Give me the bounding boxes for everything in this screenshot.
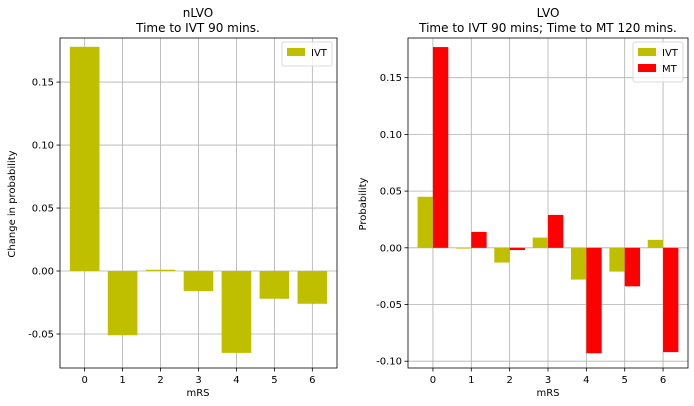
- legend: IVT: [281, 41, 333, 67]
- y-tick-label: 0.00: [32, 267, 54, 278]
- bar-mt-0: [432, 47, 449, 248]
- legend-label-ivt: IVT: [311, 48, 328, 59]
- legend-swatch-mt: [638, 64, 656, 72]
- x-axis-label: mRS: [186, 388, 209, 399]
- y-tick-labels: -0.10 -0.05 0.00 0.05 0.10 0.15: [376, 73, 408, 368]
- bar-mt-5: [624, 247, 641, 287]
- grid-lines: [60, 38, 337, 368]
- legend-label-mt: MT: [662, 64, 678, 75]
- legend-swatch-ivt: [638, 48, 656, 56]
- y-tick-label: 0.00: [380, 243, 402, 254]
- x-tick-label: 0: [430, 375, 436, 386]
- x-tick-label: 6: [309, 375, 315, 386]
- legend-label-ivt: IVT: [662, 48, 679, 59]
- legend-swatch-ivt: [287, 48, 305, 56]
- y-tick-label: 0.15: [380, 73, 402, 84]
- y-tick-labels: -0.05 0.00 0.05 0.10 0.15: [28, 78, 60, 340]
- x-tick-label: 0: [81, 375, 87, 386]
- x-tick-labels: 0 1 2 3 4 5 6: [430, 368, 666, 386]
- bar-ivt-1: [107, 271, 138, 336]
- chart-title: nLVO: [183, 6, 213, 20]
- x-tick-label: 1: [468, 375, 474, 386]
- bar-mt-2: [509, 247, 525, 251]
- bar-ivt-6: [297, 271, 328, 304]
- bars: [69, 46, 328, 353]
- y-axis-label: Change in probability: [7, 150, 18, 257]
- x-tick-label: 5: [622, 375, 628, 386]
- bar-ivt-3: [532, 237, 548, 248]
- y-tick-label: 0.10: [32, 141, 54, 152]
- x-tick-label: 2: [506, 375, 512, 386]
- chart-title: LVO: [537, 6, 560, 20]
- bar-ivt-1: [455, 247, 472, 249]
- bar-ivt-5: [259, 271, 290, 299]
- x-tick-label: 5: [271, 375, 277, 386]
- y-tick-label: 0.05: [380, 187, 402, 198]
- bar-ivt-4: [221, 271, 252, 353]
- y-tick-label: -0.10: [376, 357, 402, 368]
- bar-ivt-4: [571, 247, 587, 280]
- x-tick-label: 1: [119, 375, 125, 386]
- x-axis-label: mRS: [536, 388, 559, 399]
- x-tick-label: 3: [545, 375, 551, 386]
- y-tick-label: 0.15: [32, 78, 54, 89]
- x-tick-label: 3: [195, 375, 201, 386]
- bar-ivt-6: [647, 239, 664, 248]
- y-tick-label: -0.05: [28, 329, 54, 340]
- bar-ivt-0: [417, 196, 433, 248]
- x-tick-label: 4: [233, 375, 239, 386]
- bar-ivt-2: [145, 269, 176, 272]
- bar-ivt-5: [609, 247, 625, 272]
- chart-nlvo: nLVO Time to IVT 90 mins. 0 1 2 3 4 5 6 -0.05 0…: [7, 6, 338, 399]
- bar-mt-1: [471, 231, 487, 248]
- legend: IVT MT: [632, 41, 684, 83]
- bar-mt-4: [586, 247, 602, 354]
- x-tick-label: 2: [157, 375, 163, 386]
- bar-ivt-0: [69, 46, 100, 272]
- chart-subtitle: Time to IVT 90 mins; Time to MT 120 mins…: [418, 21, 677, 35]
- grid-lines: [408, 38, 688, 368]
- bar-ivt-3: [183, 271, 214, 292]
- bar-mt-6: [663, 247, 679, 353]
- y-axis-label: Probability: [358, 177, 369, 230]
- x-tick-label: 6: [660, 375, 666, 386]
- chart-lvo: LVO Time to IVT 90 mins; Time to MT 120 …: [358, 6, 689, 399]
- y-tick-label: 0.10: [380, 130, 402, 141]
- y-tick-label: -0.05: [376, 300, 402, 311]
- chart-subtitle: Time to IVT 90 mins.: [135, 21, 260, 35]
- bar-ivt-2: [494, 247, 510, 263]
- bars: [417, 47, 679, 354]
- x-tick-labels: 0 1 2 3 4 5 6: [81, 368, 316, 386]
- y-tick-label: 0.05: [32, 204, 54, 215]
- bar-mt-3: [548, 214, 564, 248]
- x-tick-label: 4: [583, 375, 589, 386]
